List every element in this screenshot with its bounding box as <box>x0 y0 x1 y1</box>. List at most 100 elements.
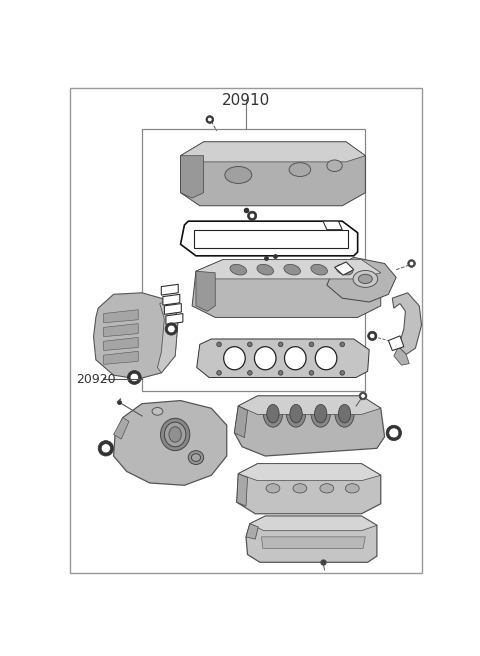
Polygon shape <box>234 396 384 456</box>
Ellipse shape <box>309 371 314 375</box>
Ellipse shape <box>290 405 302 423</box>
Polygon shape <box>388 336 404 350</box>
Bar <box>142 129 365 390</box>
Ellipse shape <box>284 264 300 275</box>
Ellipse shape <box>336 264 353 275</box>
Polygon shape <box>114 401 227 485</box>
Ellipse shape <box>224 346 245 370</box>
Ellipse shape <box>335 400 354 427</box>
Ellipse shape <box>217 342 221 346</box>
Circle shape <box>359 392 367 400</box>
Ellipse shape <box>340 371 345 375</box>
Polygon shape <box>238 396 381 415</box>
Ellipse shape <box>311 264 327 275</box>
Circle shape <box>127 371 141 384</box>
Polygon shape <box>234 406 248 438</box>
Polygon shape <box>237 474 248 506</box>
Ellipse shape <box>345 483 359 493</box>
Polygon shape <box>164 304 181 314</box>
Ellipse shape <box>217 371 221 375</box>
Polygon shape <box>180 155 204 198</box>
Ellipse shape <box>340 342 345 346</box>
Text: 20910: 20910 <box>222 92 270 108</box>
Ellipse shape <box>289 163 311 176</box>
Ellipse shape <box>314 405 327 423</box>
Ellipse shape <box>287 400 306 427</box>
Polygon shape <box>246 523 258 539</box>
Ellipse shape <box>266 483 280 493</box>
Ellipse shape <box>152 407 163 415</box>
Polygon shape <box>161 284 178 295</box>
Ellipse shape <box>338 405 351 423</box>
Circle shape <box>130 373 139 382</box>
Polygon shape <box>250 516 377 531</box>
Ellipse shape <box>248 342 252 346</box>
Polygon shape <box>262 537 365 548</box>
Circle shape <box>389 428 399 438</box>
Polygon shape <box>157 300 178 373</box>
Ellipse shape <box>293 483 307 493</box>
Ellipse shape <box>225 167 252 184</box>
Circle shape <box>409 261 414 266</box>
Ellipse shape <box>327 160 342 171</box>
Ellipse shape <box>311 400 330 427</box>
Polygon shape <box>238 464 381 481</box>
Polygon shape <box>196 271 215 311</box>
Polygon shape <box>180 142 365 162</box>
Polygon shape <box>104 352 138 364</box>
Ellipse shape <box>192 454 201 461</box>
Polygon shape <box>104 323 138 337</box>
Ellipse shape <box>315 346 337 370</box>
Ellipse shape <box>285 346 306 370</box>
Polygon shape <box>193 230 348 248</box>
Polygon shape <box>114 417 129 439</box>
Ellipse shape <box>278 342 283 346</box>
Circle shape <box>368 331 377 340</box>
Circle shape <box>168 325 175 333</box>
Polygon shape <box>180 142 365 206</box>
Circle shape <box>207 117 212 122</box>
Circle shape <box>206 115 214 123</box>
Circle shape <box>370 333 375 338</box>
Ellipse shape <box>257 264 274 275</box>
Polygon shape <box>94 293 178 379</box>
Polygon shape <box>163 295 180 305</box>
Circle shape <box>408 260 415 268</box>
Circle shape <box>165 323 178 335</box>
Polygon shape <box>323 221 342 230</box>
Polygon shape <box>237 464 381 514</box>
Polygon shape <box>394 346 409 365</box>
Ellipse shape <box>230 264 247 275</box>
Polygon shape <box>166 314 183 324</box>
Ellipse shape <box>353 270 378 287</box>
Ellipse shape <box>320 483 334 493</box>
Circle shape <box>101 443 110 453</box>
Ellipse shape <box>188 451 204 464</box>
Polygon shape <box>180 221 358 256</box>
Polygon shape <box>327 257 396 302</box>
Ellipse shape <box>264 400 283 427</box>
Ellipse shape <box>248 371 252 375</box>
Polygon shape <box>197 339 369 377</box>
Polygon shape <box>392 293 421 354</box>
Ellipse shape <box>309 342 314 346</box>
Polygon shape <box>246 516 377 562</box>
Ellipse shape <box>278 371 283 375</box>
Ellipse shape <box>169 427 181 442</box>
Circle shape <box>248 211 257 220</box>
Ellipse shape <box>267 405 279 423</box>
Polygon shape <box>196 260 381 279</box>
Polygon shape <box>192 260 381 318</box>
Ellipse shape <box>160 419 190 451</box>
Circle shape <box>361 394 365 398</box>
Circle shape <box>386 425 402 441</box>
Polygon shape <box>104 310 138 323</box>
Ellipse shape <box>359 274 372 283</box>
Text: 20920: 20920 <box>77 373 116 386</box>
Polygon shape <box>335 262 354 275</box>
Polygon shape <box>104 337 138 350</box>
Circle shape <box>250 213 255 218</box>
Ellipse shape <box>164 422 186 447</box>
Ellipse shape <box>254 346 276 370</box>
Circle shape <box>98 441 114 456</box>
